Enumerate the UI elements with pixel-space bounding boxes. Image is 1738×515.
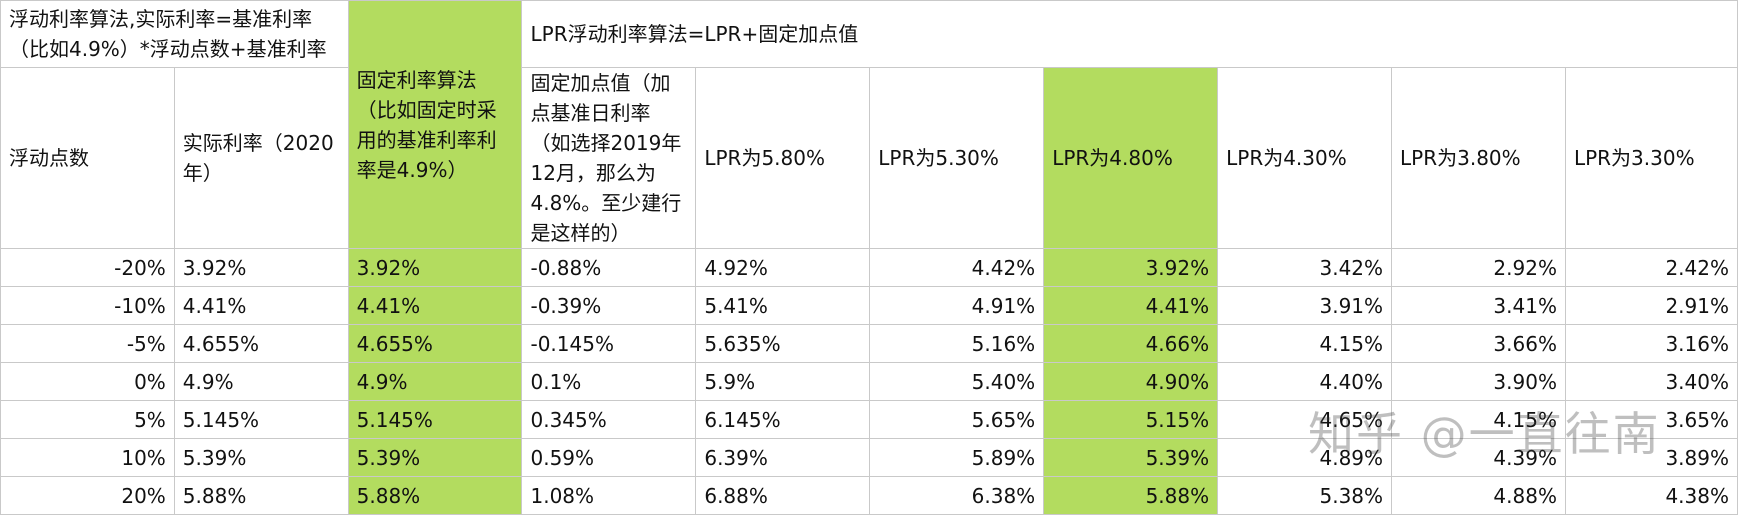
- table-cell[interactable]: -0.88%: [521, 248, 697, 287]
- table-cell[interactable]: 6.39%: [695, 438, 871, 477]
- table-cell[interactable]: -20%: [0, 248, 175, 287]
- table-cell[interactable]: 5.88%: [1043, 476, 1219, 515]
- header-row-top: 浮动利率算法,实际利率=基准利率（比如4.9%）*浮动点数+基准利率 固定利率算…: [0, 0, 1738, 249]
- table-cell[interactable]: 3.16%: [1564, 324, 1738, 363]
- table-cell[interactable]: 2.92%: [1391, 248, 1566, 287]
- table-cell[interactable]: 20%: [0, 476, 175, 515]
- table-cell[interactable]: 4.42%: [869, 248, 1045, 287]
- table-cell[interactable]: 5.88%: [173, 476, 349, 515]
- table-cell[interactable]: 5.88%: [347, 476, 523, 515]
- table-row: 10% 5.39% 5.39% 0.59% 6.39% 5.89% 5.39% 4.89% 4.…: [0, 438, 1738, 477]
- table-row: 0% 4.9% 4.9% 0.1% 5.9% 5.40% 4.90% 4.40% 3.90% 3.…: [0, 362, 1738, 401]
- table-cell[interactable]: 6.38%: [869, 476, 1045, 515]
- table-row: 5% 5.145% 5.145% 0.345% 6.145% 5.65% 5.15% 4.65…: [0, 400, 1738, 439]
- header-cell-floating-rate-formula[interactable]: 浮动利率算法,实际利率=基准利率（比如4.9%）*浮动点数+基准利率: [0, 0, 349, 68]
- header-cell-lpr-430[interactable]: LPR为4.30%: [1217, 67, 1393, 249]
- table-row: -10% 4.41% 4.41% -0.39% 5.41% 4.91% 4.41% 3.91%…: [0, 286, 1738, 325]
- table-cell[interactable]: 5.9%: [695, 362, 871, 401]
- table-cell[interactable]: 5.65%: [869, 400, 1045, 439]
- header-cell-lpr-530[interactable]: LPR为5.30%: [869, 67, 1045, 249]
- table-cell[interactable]: 5.40%: [869, 362, 1045, 401]
- header-cell-lpr-580[interactable]: LPR为5.80%: [695, 67, 871, 249]
- table-cell[interactable]: 5.145%: [173, 400, 349, 439]
- header-cell-floating-points[interactable]: 浮动点数: [0, 67, 175, 249]
- table-cell[interactable]: 5.39%: [347, 438, 523, 477]
- table-cell[interactable]: 5%: [0, 400, 175, 439]
- table-cell[interactable]: 4.9%: [347, 362, 523, 401]
- table-cell[interactable]: -5%: [0, 324, 175, 363]
- header-cell-fixed-spread[interactable]: 固定加点值（加点基准日利率（如选择2019年12月，那么为4.8%。至少建行是这…: [521, 67, 697, 249]
- table-cell[interactable]: 4.39%: [1391, 438, 1566, 477]
- table-cell[interactable]: -0.145%: [521, 324, 697, 363]
- table-cell[interactable]: 4.41%: [1043, 286, 1219, 325]
- table-cell[interactable]: 5.39%: [173, 438, 349, 477]
- table-cell[interactable]: 3.66%: [1391, 324, 1566, 363]
- header-cell-lpr-formula[interactable]: LPR浮动利率算法=LPR+固定加点值: [521, 0, 1738, 68]
- table-cell[interactable]: 6.88%: [695, 476, 871, 515]
- table-cell[interactable]: 4.9%: [173, 362, 349, 401]
- table-cell[interactable]: 5.145%: [347, 400, 523, 439]
- table-cell[interactable]: 4.88%: [1391, 476, 1566, 515]
- table-cell[interactable]: 3.92%: [173, 248, 349, 287]
- table-cell[interactable]: 5.41%: [695, 286, 871, 325]
- table-cell[interactable]: 4.66%: [1043, 324, 1219, 363]
- table-cell[interactable]: 4.655%: [347, 324, 523, 363]
- table-cell[interactable]: 4.89%: [1217, 438, 1393, 477]
- table-cell[interactable]: 4.655%: [173, 324, 349, 363]
- table-cell[interactable]: 4.65%: [1217, 400, 1393, 439]
- table-cell[interactable]: 0.345%: [521, 400, 697, 439]
- header-cell-actual-rate[interactable]: 实际利率（2020年）: [173, 67, 349, 249]
- table-cell[interactable]: 10%: [0, 438, 175, 477]
- table-cell[interactable]: 3.90%: [1391, 362, 1566, 401]
- table-cell[interactable]: 4.41%: [347, 286, 523, 325]
- table-cell[interactable]: 4.40%: [1217, 362, 1393, 401]
- table-cell[interactable]: 5.15%: [1043, 400, 1219, 439]
- table-cell[interactable]: 4.38%: [1564, 476, 1738, 515]
- table-cell[interactable]: 3.41%: [1391, 286, 1566, 325]
- header-cell-fixed-rate-method[interactable]: 固定利率算法（比如固定时采用的基准利率利率是4.9%）: [347, 0, 523, 249]
- table-cell[interactable]: 5.39%: [1043, 438, 1219, 477]
- header-cell-lpr-330[interactable]: LPR为3.30%: [1564, 67, 1738, 249]
- table-cell[interactable]: 0.1%: [521, 362, 697, 401]
- table-cell[interactable]: 4.41%: [173, 286, 349, 325]
- table-cell[interactable]: 3.89%: [1564, 438, 1738, 477]
- table-cell[interactable]: 2.42%: [1564, 248, 1738, 287]
- table-cell[interactable]: 5.89%: [869, 438, 1045, 477]
- table-cell[interactable]: 0%: [0, 362, 175, 401]
- header-row-columns: 浮动点数 实际利率（2020年） 固定加点值（加点基准日利率（如选择2019年1…: [0, 67, 1738, 249]
- table-cell[interactable]: 3.42%: [1217, 248, 1393, 287]
- table-cell[interactable]: 5.16%: [869, 324, 1045, 363]
- table-cell[interactable]: 3.91%: [1217, 286, 1393, 325]
- table-cell[interactable]: 5.38%: [1217, 476, 1393, 515]
- table-row: -5% 4.655% 4.655% -0.145% 5.635% 5.16% 4.66% 4.…: [0, 324, 1738, 363]
- table-cell[interactable]: 4.91%: [869, 286, 1045, 325]
- table-body: -20% 3.92% 3.92% -0.88% 4.92% 4.42% 3.92% 3.42%…: [0, 248, 1738, 515]
- table-cell[interactable]: 4.15%: [1217, 324, 1393, 363]
- table-cell[interactable]: 3.65%: [1564, 400, 1738, 439]
- table-cell[interactable]: 2.91%: [1564, 286, 1738, 325]
- table-cell[interactable]: 1.08%: [521, 476, 697, 515]
- table-cell[interactable]: 4.92%: [695, 248, 871, 287]
- header-cell-lpr-380[interactable]: LPR为3.80%: [1391, 67, 1566, 249]
- table-cell[interactable]: -0.39%: [521, 286, 697, 325]
- table-cell[interactable]: 3.92%: [347, 248, 523, 287]
- table-cell[interactable]: 3.40%: [1564, 362, 1738, 401]
- table-cell[interactable]: 5.635%: [695, 324, 871, 363]
- table-cell[interactable]: 4.15%: [1391, 400, 1566, 439]
- header-cell-lpr-480[interactable]: LPR为4.80%: [1043, 67, 1219, 249]
- table-cell[interactable]: 0.59%: [521, 438, 697, 477]
- table-cell[interactable]: 6.145%: [695, 400, 871, 439]
- table-row: 20% 5.88% 5.88% 1.08% 6.88% 6.38% 5.88% 5.38% 4.…: [0, 476, 1738, 515]
- table-cell[interactable]: -10%: [0, 286, 175, 325]
- table-row: -20% 3.92% 3.92% -0.88% 4.92% 4.42% 3.92% 3.42%…: [0, 248, 1738, 287]
- table-cell[interactable]: 3.92%: [1043, 248, 1219, 287]
- table-cell[interactable]: 4.90%: [1043, 362, 1219, 401]
